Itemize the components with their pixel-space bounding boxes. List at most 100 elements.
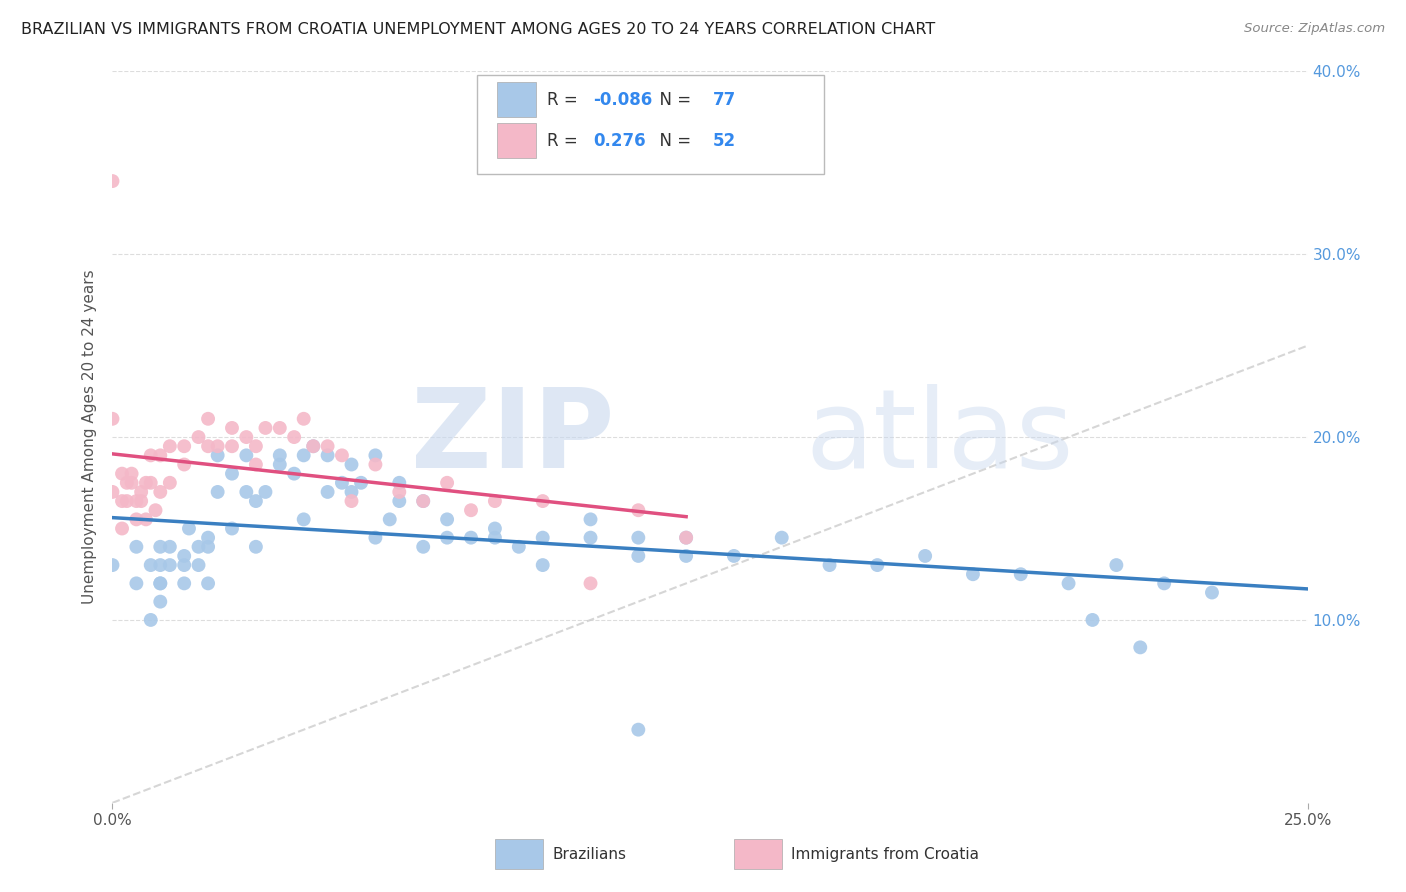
Point bbox=[283, 467, 305, 481]
Point bbox=[115, 494, 138, 508]
Point bbox=[149, 540, 172, 554]
Point bbox=[177, 521, 200, 535]
Point bbox=[115, 475, 138, 490]
Point bbox=[207, 485, 229, 500]
Point bbox=[125, 512, 148, 526]
Point bbox=[1081, 613, 1104, 627]
Point bbox=[484, 531, 506, 545]
Point bbox=[197, 439, 219, 453]
Point bbox=[1010, 567, 1032, 582]
Text: R =: R = bbox=[547, 132, 589, 150]
Point bbox=[627, 723, 650, 737]
Point bbox=[770, 531, 793, 545]
Point bbox=[484, 494, 506, 508]
Point bbox=[269, 458, 291, 472]
Point bbox=[173, 458, 195, 472]
Point bbox=[149, 485, 172, 500]
Point bbox=[187, 558, 209, 573]
FancyBboxPatch shape bbox=[477, 75, 824, 174]
Point bbox=[340, 494, 363, 508]
Point bbox=[412, 494, 434, 508]
Point bbox=[436, 512, 458, 526]
Point bbox=[1057, 576, 1080, 591]
Point bbox=[1105, 558, 1128, 573]
Point bbox=[121, 467, 143, 481]
Point bbox=[330, 448, 353, 462]
Point bbox=[149, 448, 172, 462]
Point bbox=[197, 412, 219, 426]
Point bbox=[723, 549, 745, 563]
Point bbox=[149, 576, 172, 591]
Point bbox=[627, 531, 650, 545]
Point bbox=[173, 439, 195, 453]
Point bbox=[173, 558, 195, 573]
Point bbox=[221, 467, 243, 481]
Text: -0.086: -0.086 bbox=[593, 90, 652, 109]
Point bbox=[101, 412, 124, 426]
Point bbox=[388, 485, 411, 500]
Point bbox=[149, 558, 172, 573]
Point bbox=[159, 475, 181, 490]
Text: 77: 77 bbox=[713, 90, 735, 109]
Point bbox=[1129, 640, 1152, 655]
Text: N =: N = bbox=[650, 90, 696, 109]
Point bbox=[145, 503, 167, 517]
Point bbox=[914, 549, 936, 563]
Point bbox=[245, 458, 267, 472]
Text: 0.276: 0.276 bbox=[593, 132, 645, 150]
Point bbox=[159, 540, 181, 554]
Point bbox=[364, 458, 387, 472]
Bar bbox=[498, 82, 536, 117]
Point bbox=[121, 475, 143, 490]
Point bbox=[675, 531, 697, 545]
Point bbox=[531, 494, 554, 508]
Point bbox=[364, 531, 387, 545]
Point bbox=[388, 475, 411, 490]
Point bbox=[139, 448, 162, 462]
Text: atlas: atlas bbox=[806, 384, 1074, 491]
Point bbox=[149, 576, 172, 591]
Point bbox=[340, 485, 363, 500]
Point bbox=[316, 448, 339, 462]
Point bbox=[1201, 585, 1223, 599]
Bar bbox=[734, 839, 782, 869]
Point bbox=[207, 439, 229, 453]
Point bbox=[962, 567, 984, 582]
Point bbox=[197, 576, 219, 591]
Point bbox=[460, 531, 482, 545]
Point bbox=[187, 540, 209, 554]
Point bbox=[135, 512, 157, 526]
Point bbox=[139, 558, 162, 573]
Point bbox=[125, 576, 148, 591]
Text: Brazilians: Brazilians bbox=[553, 847, 626, 862]
Point bbox=[221, 421, 243, 435]
Point bbox=[627, 503, 650, 517]
Point bbox=[436, 475, 458, 490]
Point bbox=[1153, 576, 1175, 591]
Point bbox=[269, 448, 291, 462]
Point bbox=[316, 485, 339, 500]
Point bbox=[866, 558, 889, 573]
Text: BRAZILIAN VS IMMIGRANTS FROM CROATIA UNEMPLOYMENT AMONG AGES 20 TO 24 YEARS CORR: BRAZILIAN VS IMMIGRANTS FROM CROATIA UNE… bbox=[21, 22, 935, 37]
Text: 52: 52 bbox=[713, 132, 735, 150]
Text: R =: R = bbox=[547, 90, 583, 109]
Point bbox=[173, 549, 195, 563]
Text: N =: N = bbox=[650, 132, 696, 150]
Point bbox=[245, 540, 267, 554]
Point bbox=[292, 448, 315, 462]
Text: Source: ZipAtlas.com: Source: ZipAtlas.com bbox=[1244, 22, 1385, 36]
Point bbox=[350, 475, 373, 490]
Y-axis label: Unemployment Among Ages 20 to 24 years: Unemployment Among Ages 20 to 24 years bbox=[82, 269, 97, 605]
Point bbox=[159, 439, 181, 453]
Point bbox=[330, 475, 353, 490]
Point bbox=[531, 531, 554, 545]
Point bbox=[292, 412, 315, 426]
Point bbox=[159, 558, 181, 573]
Point bbox=[111, 467, 134, 481]
Point bbox=[254, 485, 277, 500]
Point bbox=[101, 174, 124, 188]
Point bbox=[292, 512, 315, 526]
Point bbox=[340, 458, 363, 472]
Point bbox=[125, 540, 148, 554]
Point bbox=[139, 613, 162, 627]
